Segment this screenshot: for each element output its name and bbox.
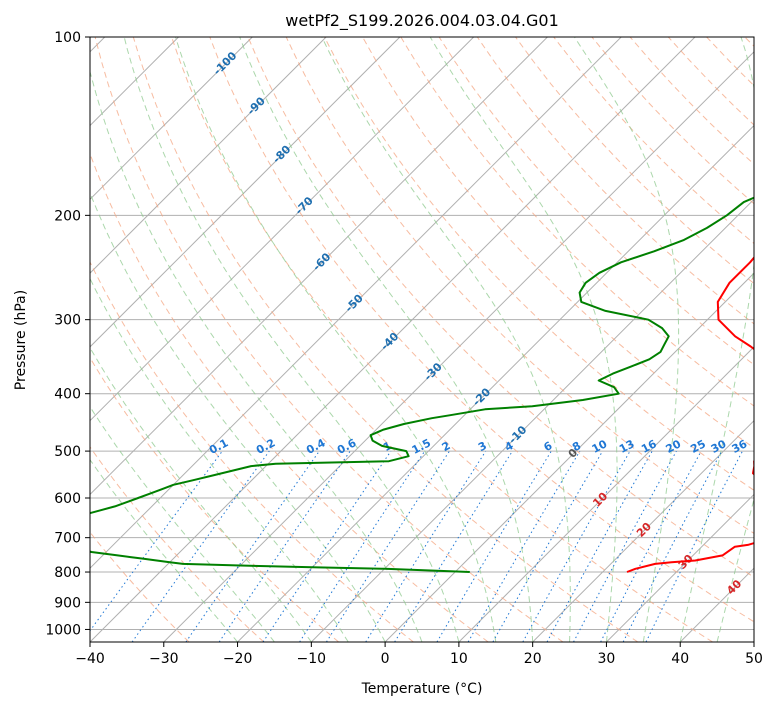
moist-adiabat-line bbox=[123, 37, 460, 642]
isotherm-line bbox=[237, 124, 754, 642]
x-tick-label: 50 bbox=[745, 651, 763, 667]
moist-adiabats bbox=[90, 37, 754, 642]
mixing-ratio-line bbox=[394, 450, 513, 642]
mixing-ratio-line bbox=[185, 450, 320, 642]
chart-title: wetPf2_S199.2026.004.03.04.G01 bbox=[285, 11, 559, 31]
mixing-ratio-label: 13 bbox=[617, 437, 637, 456]
moist-adiabat-line bbox=[175, 37, 497, 642]
isotherm-line bbox=[90, 37, 475, 422]
y-tick-label: 1000 bbox=[45, 622, 81, 638]
x-tick-label: 40 bbox=[671, 651, 689, 667]
mixing-ratio-line bbox=[262, 450, 392, 642]
x-axis: −40 −30 −20 −10 0 10 20 30 40 50 bbox=[75, 642, 763, 667]
mixing-ratio-line bbox=[573, 450, 677, 642]
dewpoint-line bbox=[90, 196, 754, 573]
y-axis: 100 200 300 400 500 600 700 800 900 1000 bbox=[45, 30, 90, 638]
isotherm-line bbox=[90, 37, 401, 348]
mixing-ratio-label: 20 bbox=[664, 437, 684, 456]
x-tick-label: 0 bbox=[381, 651, 390, 667]
moist-adiabat-line bbox=[90, 277, 349, 642]
mixing-ratio-line bbox=[299, 450, 426, 642]
moist-adiabat-line bbox=[573, 37, 680, 642]
dry-adiabat-line bbox=[209, 37, 754, 623]
dry-adiabat-line bbox=[90, 446, 265, 642]
moist-adiabat-line bbox=[90, 346, 312, 642]
y-tick-label: 800 bbox=[54, 565, 81, 581]
mixing-ratio-label: 10 bbox=[590, 437, 610, 456]
x-axis-title: Temperature (°C) bbox=[361, 681, 483, 697]
isotherm-line bbox=[90, 37, 327, 274]
mixing-ratio-label: 36 bbox=[730, 437, 750, 456]
mixing-ratio-label: 30 bbox=[709, 437, 729, 456]
x-tick-label: −40 bbox=[75, 651, 105, 667]
dry-adiabat-line bbox=[94, 37, 564, 642]
mixing-ratio-line bbox=[365, 450, 487, 642]
mixing-ratio-line bbox=[325, 450, 450, 642]
x-tick-label: 30 bbox=[597, 651, 615, 667]
moist-adiabat-line bbox=[679, 37, 754, 642]
moist-adiabat-line bbox=[716, 497, 754, 642]
y-tick-label: 600 bbox=[54, 491, 81, 507]
y-tick-label: 900 bbox=[54, 595, 81, 611]
isotherm-line bbox=[458, 346, 754, 642]
x-tick-label: 10 bbox=[450, 651, 468, 667]
mixing-ratio-label: 16 bbox=[639, 437, 659, 456]
moist-adiabat-line bbox=[239, 37, 534, 642]
dry-adiabat-line bbox=[323, 37, 754, 491]
mixing-ratio-label: 25 bbox=[688, 437, 708, 456]
moist-adiabat-line bbox=[90, 69, 423, 642]
x-tick-label: −30 bbox=[149, 651, 179, 667]
moist-adiabat-line bbox=[321, 37, 571, 642]
dry-adiabat-line bbox=[90, 260, 414, 642]
y-tick-label: 100 bbox=[54, 30, 81, 46]
isotherm-line bbox=[384, 272, 754, 642]
y-tick-label: 200 bbox=[54, 208, 81, 224]
moist-adiabat-line bbox=[429, 37, 618, 642]
isotherm-line bbox=[90, 37, 622, 569]
isotherm-line bbox=[90, 37, 548, 496]
moist-adiabat-line bbox=[90, 191, 386, 642]
y-axis-title: Pressure (hPa) bbox=[13, 290, 29, 390]
dry-adiabat-line bbox=[285, 37, 754, 535]
y-tick-label: 300 bbox=[54, 313, 81, 329]
isotherm-line bbox=[163, 51, 754, 642]
y-tick-label: 400 bbox=[54, 387, 81, 403]
dry-adiabat-line bbox=[438, 37, 754, 366]
profile-series bbox=[90, 196, 754, 573]
mixing-ratio-line bbox=[218, 450, 351, 642]
mixing-ratio-line bbox=[436, 450, 552, 642]
isotherm-line bbox=[532, 419, 754, 642]
dry-adiabat-line bbox=[515, 37, 754, 285]
moist-adiabat-line bbox=[90, 405, 275, 642]
isotherm-line bbox=[90, 37, 253, 201]
mixing-ratio-line bbox=[467, 450, 581, 642]
moist-adiabat-line bbox=[90, 458, 238, 642]
x-tick-label: −10 bbox=[297, 651, 327, 667]
dry-adiabat-line bbox=[476, 37, 754, 325]
isotherm-line bbox=[606, 493, 754, 642]
dry-adiabat-line bbox=[171, 37, 713, 642]
x-tick-label: 20 bbox=[524, 651, 542, 667]
x-tick-label: −20 bbox=[223, 651, 253, 667]
y-tick-label: 500 bbox=[54, 444, 81, 460]
y-tick-label: 700 bbox=[54, 531, 81, 547]
dry-adiabat-line bbox=[247, 37, 754, 578]
dry-adiabat-line bbox=[132, 37, 639, 642]
isotherm-grid bbox=[90, 37, 754, 642]
plot-frame bbox=[89, 36, 755, 643]
